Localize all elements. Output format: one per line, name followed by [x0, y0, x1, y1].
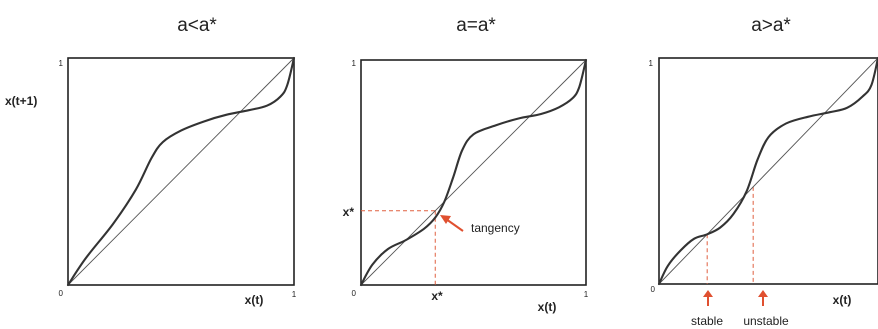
panel-2-diagonal: [360, 59, 587, 286]
panel-2-title: a=a*: [456, 15, 496, 36]
panel-1-xtick-1: 1: [292, 290, 297, 299]
panel-2-tangency-arrow: [445, 218, 464, 232]
panel-1-xlabel: x(t): [245, 293, 264, 307]
panel-1-curve: [66, 56, 296, 287]
panel-3-stable-arrowhead: [703, 290, 713, 297]
panel-3-xtick-0: 0: [651, 285, 656, 294]
panel-1-ytick-1: 1: [59, 59, 64, 68]
panel-3-frame: [658, 57, 878, 285]
panel-1-ylabel: x(t+1): [5, 94, 37, 108]
panel-1-frame: [67, 57, 295, 286]
panel-3-title: a>a*: [751, 15, 791, 36]
panel-3-unstable-arrowhead: [758, 290, 768, 297]
panel-3-diagonal: [658, 57, 878, 285]
panel-2-tangency-arrowhead: [440, 215, 451, 224]
panel-3-stable-label: stable: [691, 314, 723, 328]
panel-2-xtick-1: 1: [584, 290, 589, 299]
panel-3-unstable-label: unstable: [743, 314, 789, 328]
panel-2-frame: [360, 59, 587, 286]
panel-2: a=a* 1 0 1 x(t) x* x* tangency: [343, 15, 589, 314]
panel-3-ytick-1: 1: [649, 59, 654, 68]
panel-2-ytick-1: 1: [352, 59, 357, 68]
panel-1: a<a* x(t+1) 1 0 1 x(t): [5, 15, 297, 307]
panel-2-xstar-label: x*: [431, 289, 443, 303]
panel-2-xtick-0: 0: [352, 289, 357, 298]
panel-2-curve: [359, 58, 588, 287]
panel-2-ystar-label: x*: [343, 205, 355, 219]
panel-3-xlabel: x(t): [833, 293, 852, 307]
panel-3: a>a* 1 0 x(t) stable unstable: [649, 15, 878, 328]
panel-1-diagonal: [67, 57, 295, 286]
panel-3-curve: [657, 56, 878, 286]
panel-1-xtick-0: 0: [59, 289, 64, 298]
panel-2-tangency-label: tangency: [471, 221, 520, 235]
panel-2-xlabel: x(t): [538, 300, 557, 314]
panel-1-title: a<a*: [177, 15, 217, 36]
